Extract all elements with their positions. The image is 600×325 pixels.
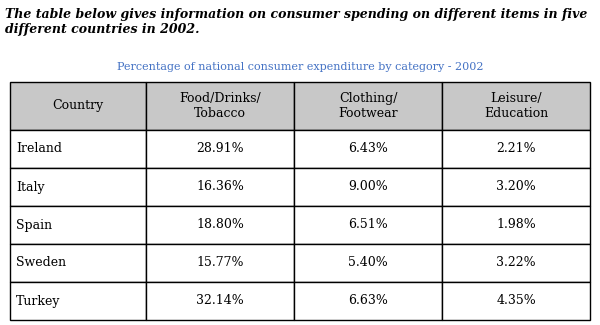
Bar (442, 168, 590, 206)
Text: 6.51%: 6.51% (348, 218, 388, 231)
Bar (294, 206, 442, 244)
Text: Turkey: Turkey (16, 294, 61, 307)
Text: 4.35%: 4.35% (496, 294, 536, 307)
Bar (10, 282, 146, 320)
Text: Clothing/
Footwear: Clothing/ Footwear (338, 92, 398, 120)
Bar (294, 168, 442, 206)
Bar (10, 206, 146, 244)
Text: 6.43%: 6.43% (348, 142, 388, 155)
Text: 2.21%: 2.21% (496, 142, 536, 155)
Text: 15.77%: 15.77% (197, 256, 244, 269)
Text: 3.20%: 3.20% (496, 180, 536, 193)
Text: The table below gives information on consumer spending on different items in fiv: The table below gives information on con… (5, 8, 587, 36)
Text: Ireland: Ireland (16, 142, 62, 155)
Text: 18.80%: 18.80% (196, 218, 244, 231)
Text: 1.98%: 1.98% (496, 218, 536, 231)
Bar (146, 244, 294, 282)
Bar (10, 82, 146, 130)
Bar (146, 168, 294, 206)
Bar (442, 282, 590, 320)
Bar (442, 130, 590, 168)
Bar (442, 244, 590, 282)
Text: Sweden: Sweden (16, 256, 66, 269)
Text: Italy: Italy (16, 180, 44, 193)
Text: Country: Country (53, 99, 104, 112)
Bar (294, 130, 442, 168)
Text: 9.00%: 9.00% (348, 180, 388, 193)
Bar (146, 206, 294, 244)
Bar (10, 130, 146, 168)
Bar (10, 168, 146, 206)
Text: Food/Drinks/
Tobacco: Food/Drinks/ Tobacco (179, 92, 261, 120)
Text: 6.63%: 6.63% (348, 294, 388, 307)
Bar (294, 282, 442, 320)
Text: Percentage of national consumer expenditure by category - 2002: Percentage of national consumer expendit… (117, 62, 483, 72)
Bar (146, 282, 294, 320)
Text: 32.14%: 32.14% (196, 294, 244, 307)
Bar (146, 82, 294, 130)
Text: 16.36%: 16.36% (196, 180, 244, 193)
Text: 5.40%: 5.40% (348, 256, 388, 269)
Bar (442, 82, 590, 130)
Bar (294, 82, 442, 130)
Text: Spain: Spain (16, 218, 52, 231)
Bar (146, 130, 294, 168)
Bar (294, 244, 442, 282)
Text: Leisure/
Education: Leisure/ Education (484, 92, 548, 120)
Bar (442, 206, 590, 244)
Bar (10, 244, 146, 282)
Text: 3.22%: 3.22% (496, 256, 536, 269)
Text: 28.91%: 28.91% (196, 142, 244, 155)
